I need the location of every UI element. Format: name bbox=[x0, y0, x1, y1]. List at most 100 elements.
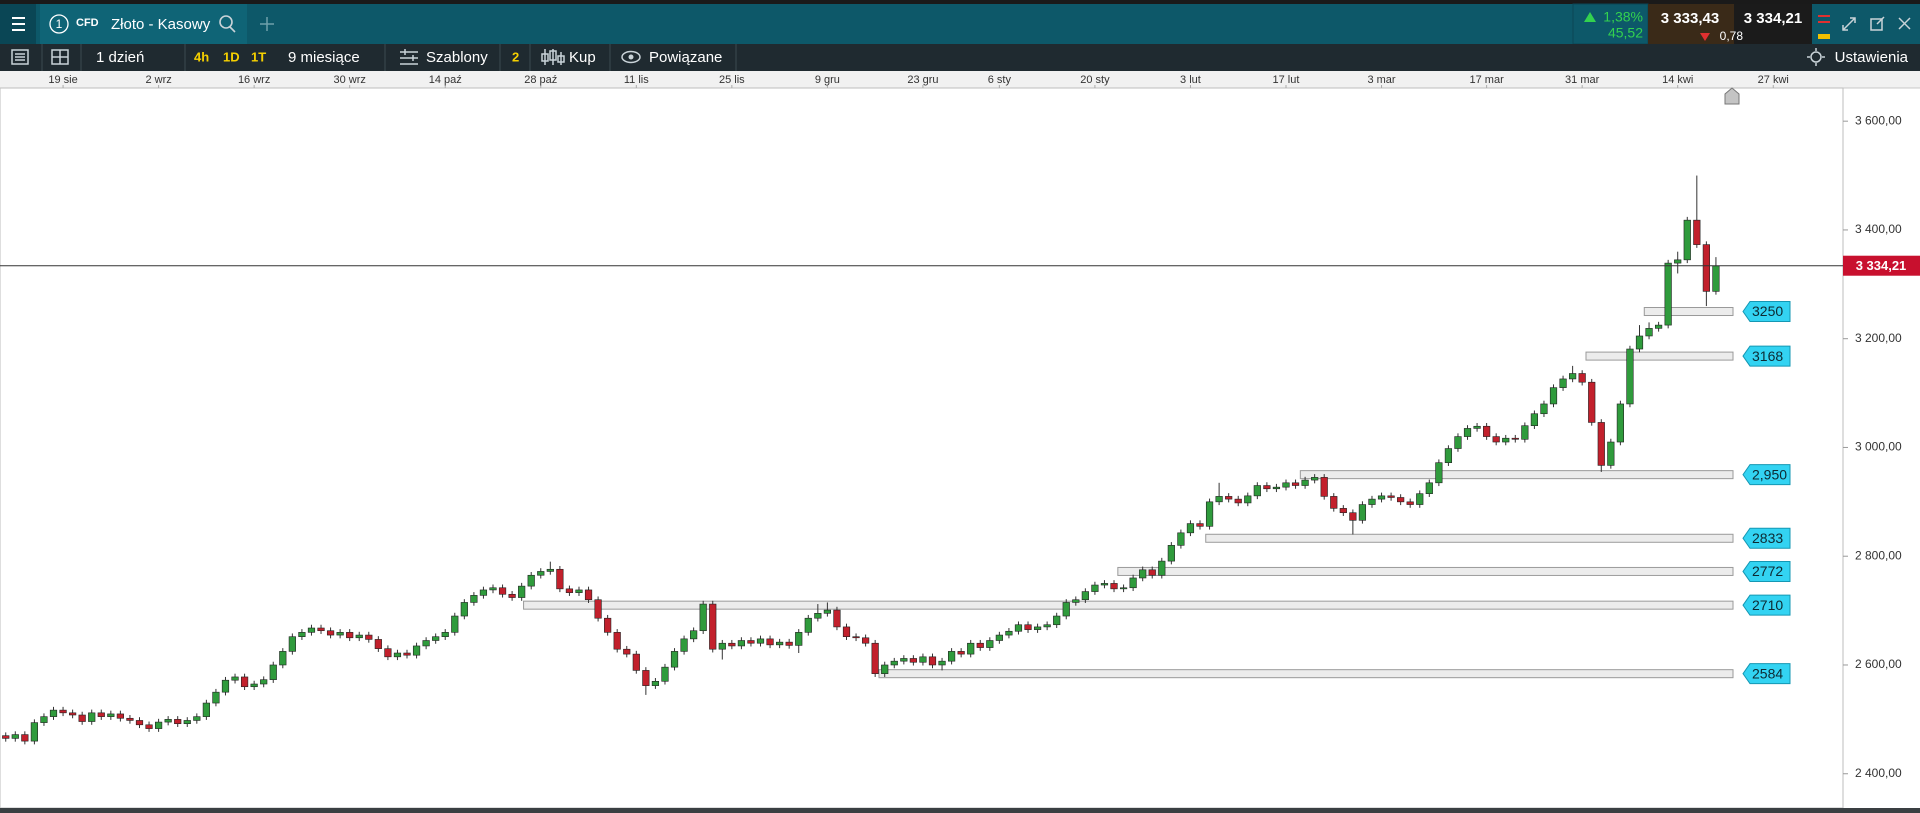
support-zone bbox=[1299, 470, 1734, 480]
candle-body bbox=[881, 664, 889, 674]
candle-body bbox=[1502, 437, 1510, 443]
candle-body bbox=[508, 593, 516, 598]
x-tick-label: 19 sie bbox=[48, 74, 77, 86]
candle-body bbox=[1463, 428, 1472, 437]
candle-body bbox=[1674, 259, 1682, 264]
zone-label: 2,950 bbox=[1752, 466, 1787, 482]
candle-body bbox=[260, 679, 268, 685]
candle-body bbox=[183, 720, 191, 725]
candle-body bbox=[164, 719, 172, 723]
candle-body bbox=[623, 648, 631, 655]
related-button[interactable]: Powiązane bbox=[649, 49, 722, 66]
ask-box[interactable] bbox=[1734, 4, 1812, 44]
zone-label: 2833 bbox=[1752, 530, 1783, 546]
candle-body bbox=[1712, 265, 1720, 292]
layout-icon[interactable] bbox=[51, 49, 69, 65]
x-tick-label: 9 gru bbox=[815, 74, 840, 86]
add-tab[interactable] bbox=[260, 17, 274, 31]
candle-body bbox=[680, 638, 688, 652]
candle-body bbox=[928, 656, 937, 666]
support-zone bbox=[1585, 351, 1734, 361]
time-marker[interactable] bbox=[1724, 87, 1740, 105]
candle-body bbox=[1607, 441, 1615, 466]
chart-marks: 2 400,00 2 600,00 2 800,00 3 000,00 3 200,00… bbox=[0, 74, 1920, 780]
candle-body bbox=[212, 691, 220, 704]
candle-body bbox=[938, 660, 946, 666]
interval-4h[interactable]: 4h bbox=[194, 49, 209, 64]
candle-body bbox=[412, 645, 421, 656]
candle-body bbox=[967, 642, 975, 655]
settings-button[interactable]: Ustawienia bbox=[1835, 49, 1909, 66]
candle-body bbox=[690, 630, 698, 640]
candle-body bbox=[900, 658, 908, 662]
candle-body bbox=[365, 634, 373, 640]
candle-body bbox=[1053, 615, 1061, 626]
candle-body bbox=[1167, 545, 1175, 562]
candle-body bbox=[1205, 501, 1214, 527]
candle-body bbox=[995, 634, 1003, 641]
candle-body bbox=[78, 714, 86, 722]
interval-select[interactable]: 1 dzień bbox=[96, 49, 144, 66]
x-tick-label: 23 gru bbox=[907, 74, 938, 86]
interval-1t[interactable]: 1T bbox=[251, 49, 266, 64]
candle-body bbox=[1588, 381, 1596, 423]
popout-icon[interactable] bbox=[1870, 16, 1885, 31]
candle-body bbox=[1425, 482, 1433, 494]
candle-body bbox=[1540, 403, 1548, 415]
candle-body bbox=[240, 676, 249, 688]
instrument-tab[interactable] bbox=[40, 4, 247, 44]
candle-body bbox=[785, 641, 793, 646]
interval-1d[interactable]: 1D bbox=[223, 49, 240, 64]
candle-body bbox=[1330, 496, 1338, 509]
candle-body bbox=[709, 603, 717, 650]
buy-button[interactable]: Kup bbox=[569, 49, 596, 66]
candle-body bbox=[2, 735, 10, 739]
candle-body bbox=[1559, 378, 1567, 388]
list-icon[interactable] bbox=[11, 49, 29, 65]
bottom-strip bbox=[0, 808, 1920, 813]
candle-body bbox=[470, 595, 478, 603]
ask-price: 3 334,21 bbox=[1744, 10, 1802, 27]
candle-body bbox=[250, 683, 258, 688]
candle-body bbox=[1397, 497, 1405, 503]
bid-price: 3 333,43 bbox=[1661, 10, 1719, 27]
candle-body bbox=[1272, 486, 1281, 490]
minimize-icon[interactable] bbox=[1842, 17, 1856, 31]
templates-button[interactable]: Szablony bbox=[426, 49, 488, 66]
search-icon[interactable] bbox=[219, 15, 236, 33]
candle-body bbox=[489, 587, 497, 591]
candle-body bbox=[1244, 495, 1252, 504]
candle-body bbox=[1655, 324, 1663, 329]
up-arrow bbox=[1584, 12, 1596, 22]
candle-body bbox=[565, 588, 574, 593]
zone-tag bbox=[1742, 301, 1791, 323]
candle-body bbox=[1406, 501, 1414, 505]
candle-body bbox=[1139, 569, 1147, 579]
spread: 0,78 bbox=[1720, 29, 1744, 43]
related-icon bbox=[621, 50, 641, 64]
close-icon[interactable] bbox=[1898, 17, 1911, 30]
candle-body bbox=[174, 719, 182, 725]
candle-body bbox=[604, 617, 612, 633]
candle-body bbox=[288, 636, 296, 652]
candle-body bbox=[642, 670, 650, 686]
range-select[interactable]: 9 miesiące bbox=[288, 49, 360, 66]
zone-label: 2772 bbox=[1752, 563, 1783, 579]
candle-body bbox=[1282, 482, 1290, 488]
menu-icon bbox=[12, 17, 25, 31]
candle-body bbox=[1549, 387, 1558, 405]
y-tick-label: 3 000,00 bbox=[1855, 440, 1902, 454]
candle-body bbox=[1100, 583, 1109, 586]
y-tick-label: 2 600,00 bbox=[1855, 657, 1902, 671]
bid-box[interactable] bbox=[1648, 4, 1734, 44]
candle-body bbox=[279, 651, 287, 666]
candle-body bbox=[1129, 577, 1137, 589]
x-tick-label: 17 lut bbox=[1273, 74, 1300, 86]
candle-body bbox=[1263, 485, 1271, 490]
candle-body bbox=[1377, 495, 1386, 500]
candle-body bbox=[49, 709, 58, 717]
candle-body bbox=[30, 722, 38, 742]
zone-label: 2584 bbox=[1752, 665, 1783, 681]
candle-body bbox=[1683, 219, 1691, 261]
instrument-type: CFD bbox=[76, 17, 99, 29]
